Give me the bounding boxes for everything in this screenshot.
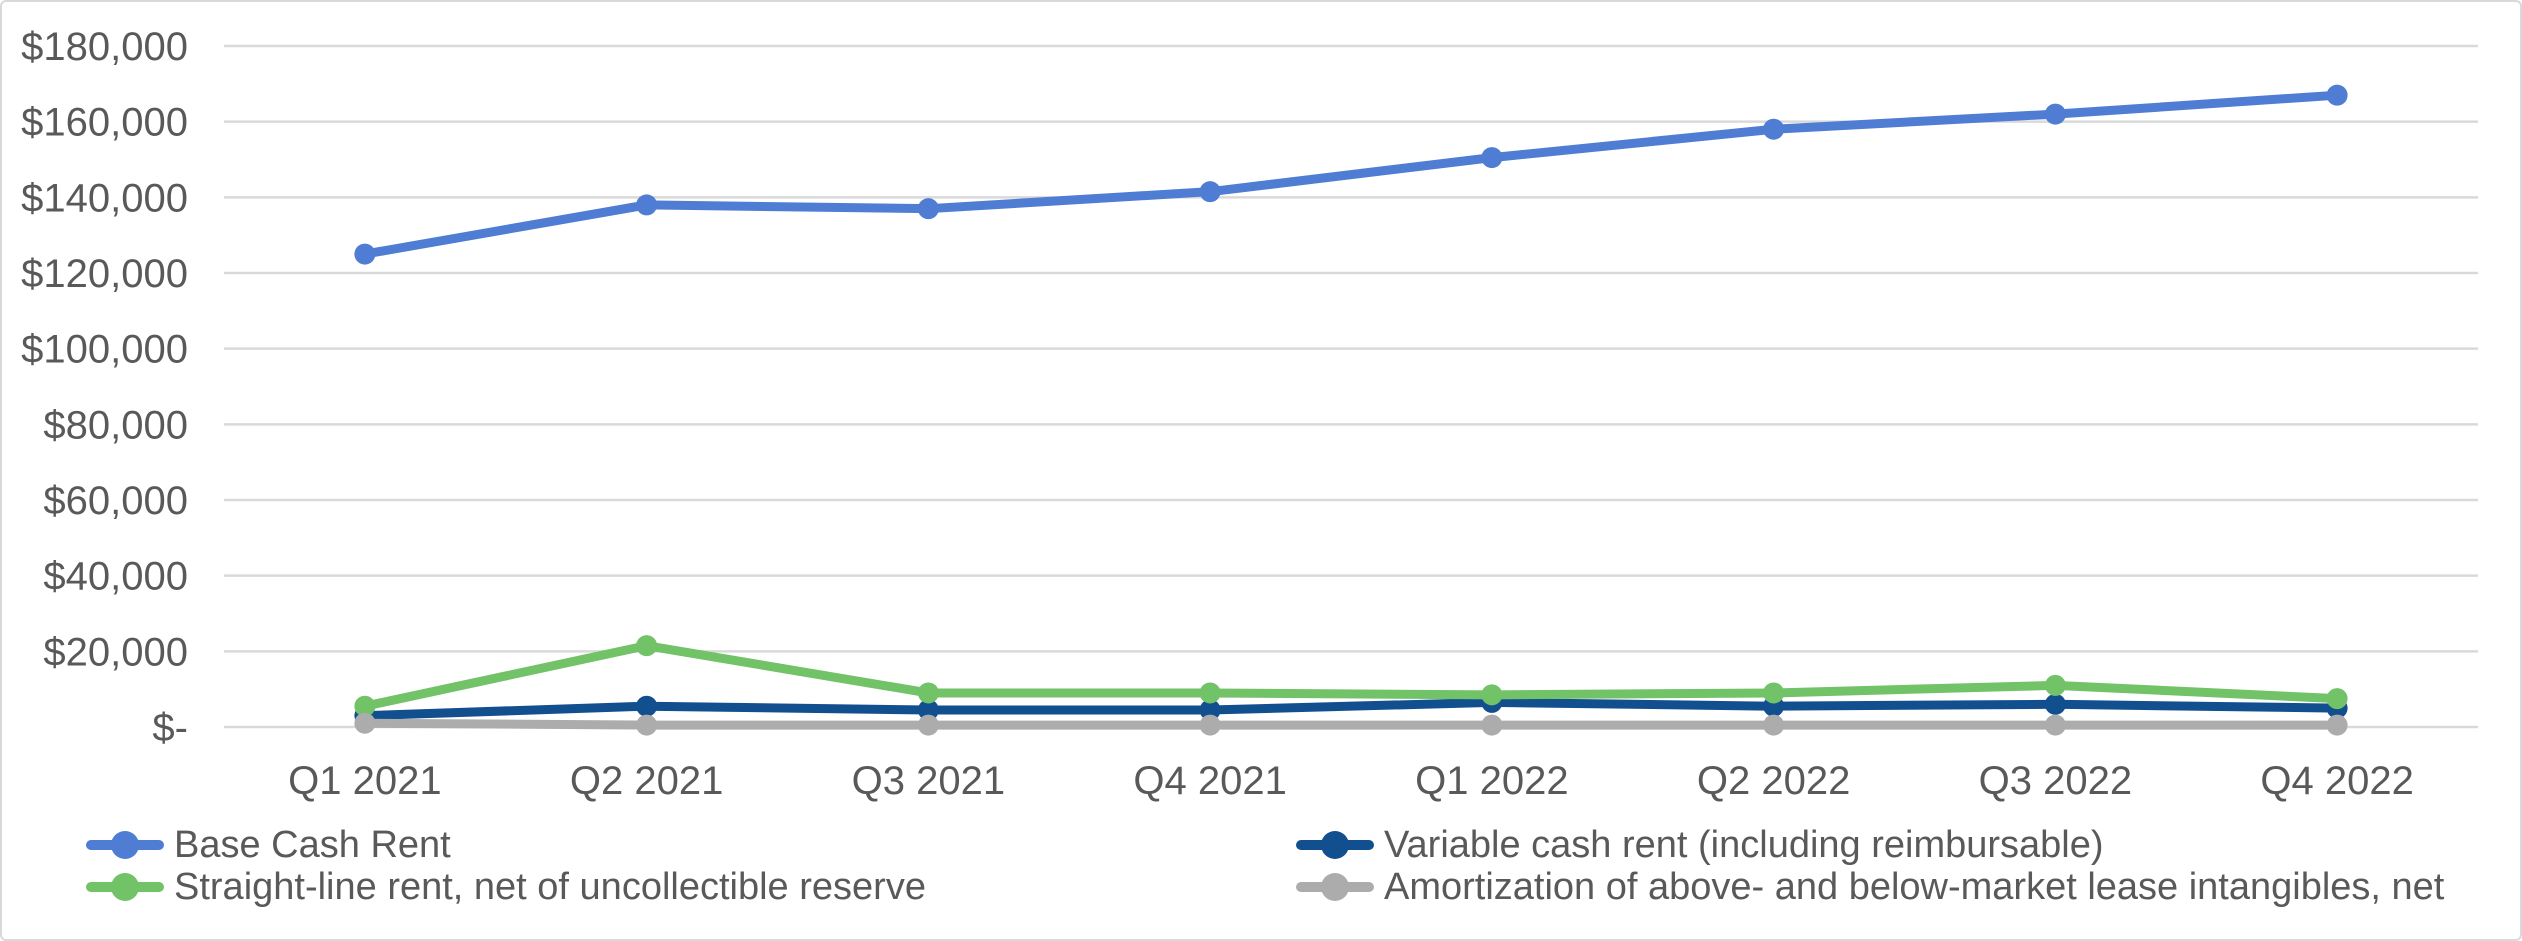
legend-item-variable-cash-rent: Variable cash rent (including reimbursab… [1296,824,2444,866]
data-point-variable-cash-rent [1199,699,1221,721]
series-line-variable-cash-rent [360,697,2342,721]
data-point-straight-line-rent [917,682,939,704]
data-point-amortization-lease-intangibles [1199,714,1221,736]
data-point-variable-cash-rent [917,699,939,721]
y-axis-tick-label: $- [152,706,188,750]
y-axis-tick-label: $40,000 [43,555,188,599]
data-point-straight-line-rent [636,635,658,657]
data-point-straight-line-rent [2326,688,2348,710]
legend-marker-variable-cash-rent-icon [1296,824,1374,866]
legend-label-variable-cash-rent: Variable cash rent (including reimbursab… [1384,824,2104,866]
data-point-amortization-lease-intangibles [636,714,658,736]
data-point-base-cash-rent [2044,103,2066,125]
data-point-amortization-lease-intangibles [2326,714,2348,736]
y-axis-tick-label: $140,000 [21,176,188,220]
data-point-straight-line-rent [2044,674,2066,696]
y-axis-tick-label: $120,000 [21,252,188,296]
legend-marker-straight-line-rent-icon [86,866,164,908]
chart-legend: Base Cash Rent Variable cash rent (inclu… [86,824,2444,908]
series-line-straight-line-rent [360,641,2342,711]
data-point-base-cash-rent [2326,84,2348,106]
data-point-straight-line-rent [354,695,376,717]
data-point-base-cash-rent [354,243,376,265]
x-axis-tick-label: Q1 2021 [288,759,441,803]
data-point-amortization-lease-intangibles [917,714,939,736]
series-line-base-cash-rent [360,90,2342,259]
data-point-straight-line-rent [1763,682,1785,704]
y-axis-tick-label: $100,000 [21,328,188,372]
legend-item-amortization: Amortization of above- and below-market … [1296,866,2444,908]
data-point-base-cash-rent [1481,147,1503,169]
y-axis-tick-label: $160,000 [21,101,188,145]
legend-label-straight-line-rent: Straight-line rent, net of uncollectible… [174,866,926,908]
data-point-base-cash-rent [1199,181,1221,203]
data-point-amortization-lease-intangibles [354,712,376,734]
data-point-straight-line-rent [1481,684,1503,706]
x-axis-tick-label: Q1 2022 [1415,759,1568,803]
legend-label-amortization: Amortization of above- and below-market … [1384,866,2445,908]
legend-item-base-cash-rent: Base Cash Rent [86,824,1296,866]
data-point-base-cash-rent [917,198,939,220]
data-point-amortization-lease-intangibles [2044,714,2066,736]
x-axis-tick-label: Q3 2021 [852,759,1005,803]
x-axis-tick-label: Q4 2022 [2260,759,2413,803]
data-point-amortization-lease-intangibles [1481,714,1503,736]
data-point-base-cash-rent [1763,118,1785,140]
y-axis-tick-label: $60,000 [43,479,188,523]
data-point-variable-cash-rent [636,695,658,717]
legend-marker-amortization-icon [1296,866,1374,908]
legend-label-base-cash-rent: Base Cash Rent [174,824,451,866]
data-point-amortization-lease-intangibles [1763,714,1785,736]
x-axis-tick-label: Q2 2022 [1697,759,1850,803]
legend-item-straight-line-rent: Straight-line rent, net of uncollectible… [86,866,1296,908]
data-point-base-cash-rent [636,194,658,216]
y-axis-tick-label: $80,000 [43,403,188,447]
x-axis-tick-label: Q4 2021 [1133,759,1286,803]
legend-marker-base-cash-rent-icon [86,824,164,866]
y-axis-tick-label: $180,000 [21,25,188,69]
series-line-amortization-lease-intangibles [360,718,2342,730]
data-point-variable-cash-rent [2044,693,2066,715]
y-axis-tick-label: $20,000 [43,630,188,674]
data-point-straight-line-rent [1199,682,1221,704]
x-axis-tick-label: Q2 2021 [570,759,723,803]
x-axis-tick-label: Q3 2022 [1979,759,2132,803]
